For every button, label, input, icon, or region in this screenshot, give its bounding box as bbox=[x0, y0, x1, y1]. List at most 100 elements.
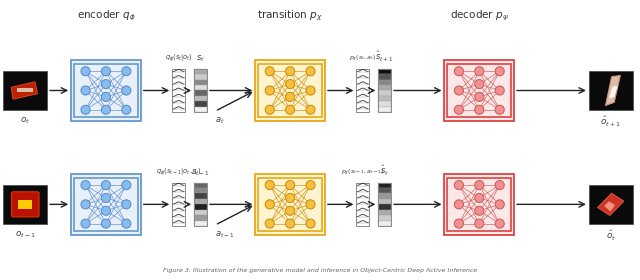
Bar bbox=[194, 96, 207, 101]
Circle shape bbox=[475, 219, 484, 228]
Circle shape bbox=[306, 105, 315, 114]
Circle shape bbox=[285, 181, 294, 190]
Bar bbox=[378, 193, 391, 199]
Circle shape bbox=[454, 181, 463, 190]
Bar bbox=[3, 71, 47, 110]
Bar bbox=[172, 69, 185, 112]
Bar bbox=[356, 183, 369, 226]
Bar bbox=[172, 183, 185, 226]
Circle shape bbox=[101, 80, 111, 89]
Circle shape bbox=[285, 219, 294, 228]
Text: $p_\chi(s_t, a_t)$: $p_\chi(s_t, a_t)$ bbox=[349, 53, 376, 64]
Circle shape bbox=[81, 200, 90, 209]
Circle shape bbox=[122, 105, 131, 114]
Bar bbox=[378, 69, 391, 74]
Text: decoder $p_\psi$: decoder $p_\psi$ bbox=[450, 9, 509, 24]
Bar bbox=[194, 183, 207, 188]
Circle shape bbox=[101, 181, 111, 190]
Bar bbox=[444, 174, 514, 235]
Circle shape bbox=[306, 86, 315, 95]
Circle shape bbox=[495, 219, 504, 228]
Circle shape bbox=[122, 86, 131, 95]
Circle shape bbox=[122, 200, 131, 209]
Bar bbox=[378, 101, 391, 107]
Circle shape bbox=[101, 206, 111, 215]
Bar bbox=[589, 185, 632, 224]
Bar bbox=[194, 107, 207, 112]
Circle shape bbox=[81, 219, 90, 228]
Circle shape bbox=[306, 219, 315, 228]
Bar bbox=[19, 200, 32, 209]
Circle shape bbox=[265, 86, 275, 95]
Circle shape bbox=[122, 67, 131, 76]
Circle shape bbox=[454, 200, 463, 209]
Bar bbox=[378, 221, 391, 226]
Circle shape bbox=[101, 92, 111, 101]
Bar bbox=[74, 64, 138, 117]
Circle shape bbox=[285, 105, 294, 114]
Bar bbox=[444, 60, 514, 121]
Text: $q_\phi(s_{t-1}|o_{t-1})$: $q_\phi(s_{t-1}|o_{t-1})$ bbox=[156, 166, 201, 178]
Circle shape bbox=[122, 219, 131, 228]
Polygon shape bbox=[12, 82, 38, 99]
Circle shape bbox=[475, 193, 484, 202]
Circle shape bbox=[265, 219, 275, 228]
Circle shape bbox=[265, 67, 275, 76]
Text: $s_{t-1}$: $s_{t-1}$ bbox=[191, 167, 210, 178]
Bar bbox=[378, 210, 391, 215]
Circle shape bbox=[265, 181, 275, 190]
Text: transition $p_\chi$: transition $p_\chi$ bbox=[257, 9, 323, 24]
Circle shape bbox=[101, 193, 111, 202]
Text: encoder $q_\phi$: encoder $q_\phi$ bbox=[77, 9, 135, 24]
Bar bbox=[194, 90, 207, 96]
Bar bbox=[378, 80, 391, 85]
Text: $\hat{o}_{t+1}$: $\hat{o}_{t+1}$ bbox=[600, 115, 621, 129]
Circle shape bbox=[475, 181, 484, 190]
Bar bbox=[71, 60, 141, 121]
Text: $\hat{s}_t$: $\hat{s}_t$ bbox=[380, 164, 389, 178]
Bar bbox=[194, 188, 207, 193]
Circle shape bbox=[495, 105, 504, 114]
Polygon shape bbox=[598, 193, 624, 215]
Bar bbox=[194, 69, 207, 74]
Bar bbox=[194, 74, 207, 80]
Text: $\hat{o}_t$: $\hat{o}_t$ bbox=[605, 229, 616, 243]
Circle shape bbox=[101, 219, 111, 228]
Polygon shape bbox=[605, 75, 620, 106]
Circle shape bbox=[285, 80, 294, 89]
Bar bbox=[3, 185, 47, 224]
Circle shape bbox=[81, 105, 90, 114]
Bar bbox=[194, 215, 207, 221]
Circle shape bbox=[475, 67, 484, 76]
Bar bbox=[356, 69, 369, 112]
Bar bbox=[259, 178, 322, 231]
Circle shape bbox=[81, 181, 90, 190]
Text: $q_\phi(s_t|o_t)$: $q_\phi(s_t|o_t)$ bbox=[164, 52, 193, 64]
Polygon shape bbox=[609, 86, 618, 98]
Text: $s_t$: $s_t$ bbox=[196, 53, 205, 64]
Bar bbox=[194, 69, 207, 112]
Text: $p_\chi(s_{t-1}, a_{t-1})$: $p_\chi(s_{t-1}, a_{t-1})$ bbox=[341, 167, 385, 178]
Bar bbox=[378, 107, 391, 112]
Bar bbox=[194, 210, 207, 215]
Circle shape bbox=[101, 105, 111, 114]
Bar bbox=[194, 221, 207, 226]
Circle shape bbox=[454, 219, 463, 228]
Bar bbox=[194, 183, 207, 226]
Circle shape bbox=[475, 92, 484, 101]
Circle shape bbox=[285, 67, 294, 76]
Circle shape bbox=[306, 200, 315, 209]
Text: $\hat{s}_{t+1}$: $\hat{s}_{t+1}$ bbox=[375, 50, 394, 64]
Circle shape bbox=[495, 181, 504, 190]
Bar bbox=[378, 183, 391, 188]
Circle shape bbox=[265, 105, 275, 114]
Bar bbox=[74, 178, 138, 231]
Circle shape bbox=[495, 200, 504, 209]
Circle shape bbox=[495, 86, 504, 95]
Circle shape bbox=[101, 67, 111, 76]
FancyBboxPatch shape bbox=[12, 192, 39, 217]
Text: $a_{t-1}$: $a_{t-1}$ bbox=[215, 229, 235, 240]
Bar bbox=[71, 174, 141, 235]
Circle shape bbox=[306, 181, 315, 190]
Circle shape bbox=[495, 67, 504, 76]
